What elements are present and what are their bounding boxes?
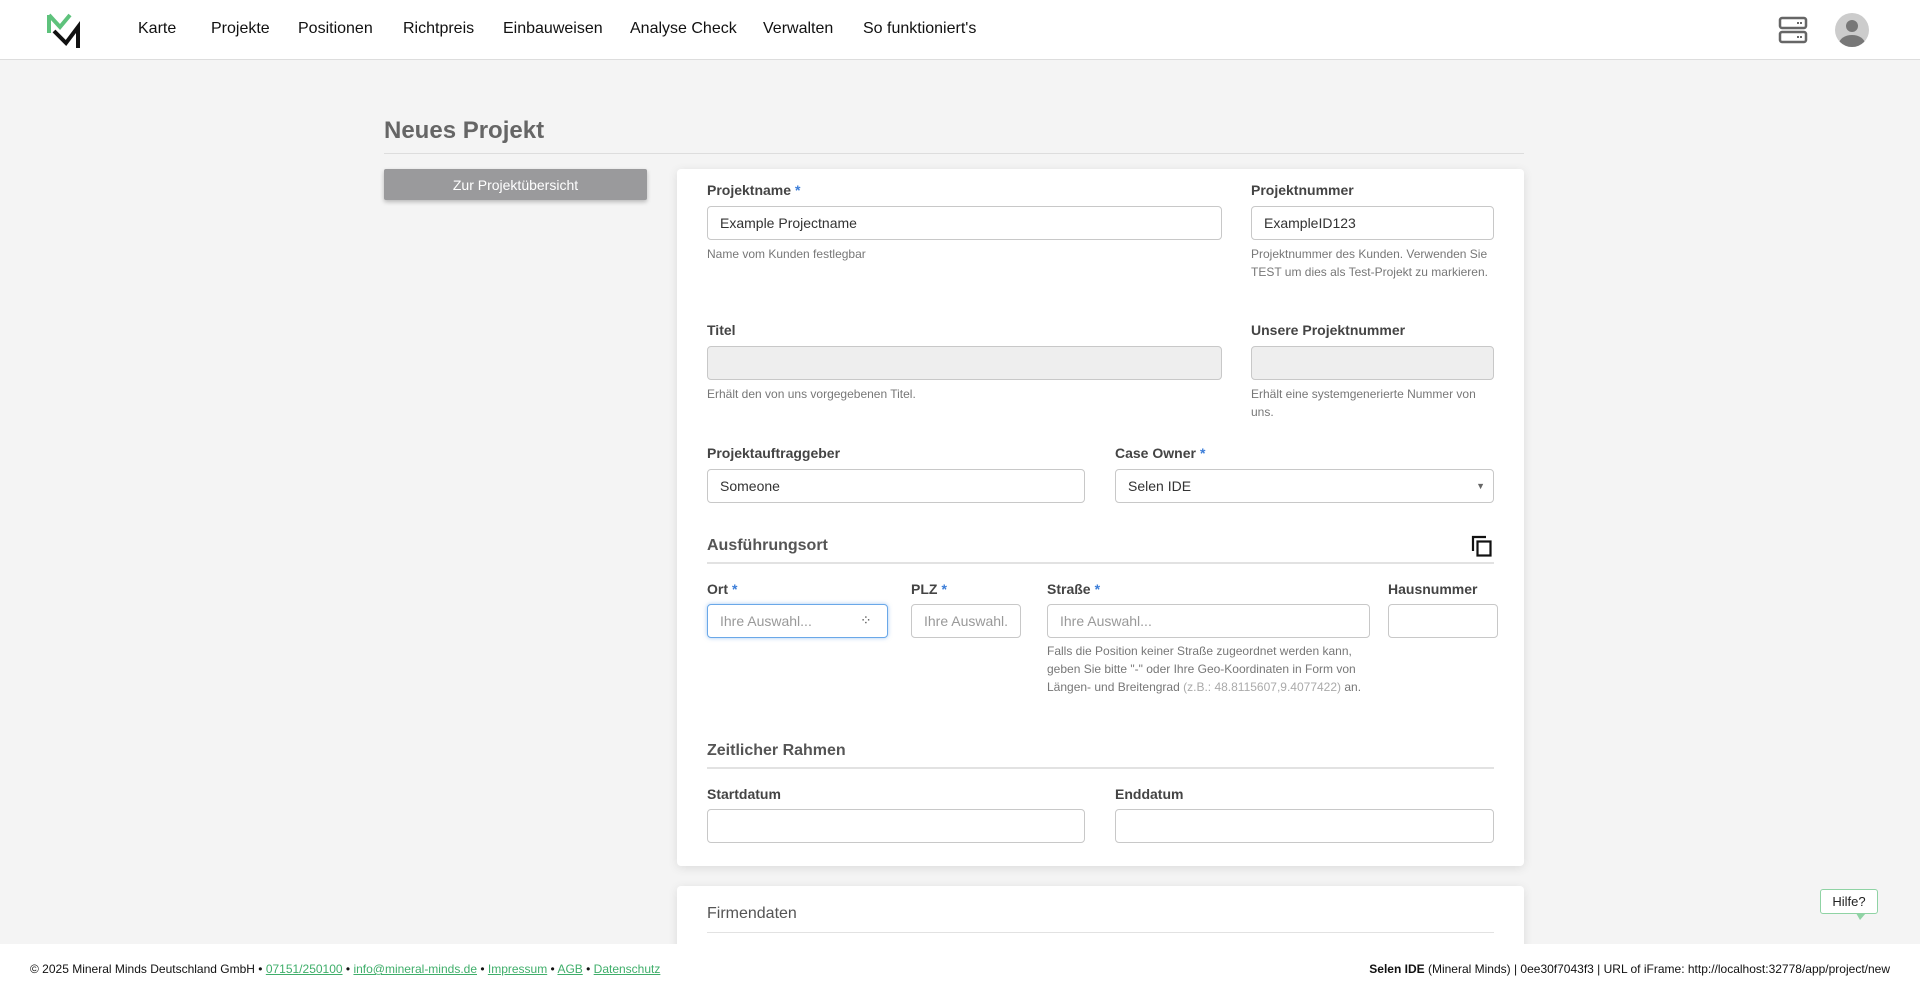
email-link[interactable]: info@mineral-minds.de — [353, 962, 477, 976]
help-button[interactable]: Hilfe? — [1820, 889, 1878, 914]
label-text: Projektname — [707, 182, 792, 198]
mineral-minds-logo[interactable] — [46, 13, 86, 49]
nav-karte[interactable]: Karte — [138, 20, 177, 37]
hint-end: an. — [1341, 680, 1362, 694]
case-owner-select[interactable]: Selen IDE ▼ — [1115, 469, 1494, 503]
loading-spinner-icon: ⁘ — [860, 612, 872, 628]
unsere-projektnummer-hint: Erhält eine systemgenerierte Nummer von … — [1251, 387, 1476, 419]
label-text: PLZ — [911, 581, 938, 597]
projektnummer-label: Projektnummer — [1251, 182, 1354, 198]
unsere-projektnummer-label: Unsere Projektnummer — [1251, 322, 1406, 338]
required-mark: * — [941, 581, 947, 597]
enddatum-label: Enddatum — [1115, 786, 1184, 802]
enddatum-input[interactable] — [1115, 809, 1494, 843]
divider — [384, 153, 1524, 154]
projektnummer-input[interactable] — [1251, 206, 1494, 240]
nav-richtpreis[interactable]: Richtpreis — [403, 20, 475, 37]
required-mark: * — [732, 581, 738, 597]
plz-input[interactable] — [911, 604, 1021, 638]
ort-label: Ort * — [707, 581, 737, 597]
server-icon[interactable] — [1778, 16, 1808, 44]
copyright: © 2025 Mineral Minds Deutschland GmbH • — [30, 962, 266, 976]
projektname-label: Projektname * — [707, 182, 801, 198]
nav-verwalten[interactable]: Verwalten — [763, 20, 834, 37]
nav-projekte[interactable]: Projekte — [211, 20, 270, 37]
firmendaten-heading: Firmendaten — [707, 905, 797, 922]
titel-input — [707, 346, 1222, 380]
datenschutz-link[interactable]: Datenschutz — [593, 962, 661, 976]
zeitlicher-rahmen-heading: Zeitlicher Rahmen — [707, 742, 846, 759]
auftraggeber-input[interactable] — [707, 469, 1085, 503]
projektname-hint: Name vom Kunden festlegbar — [707, 247, 866, 261]
label-text: Case Owner — [1115, 445, 1196, 461]
required-mark: * — [1199, 445, 1206, 461]
strasse-input[interactable] — [1047, 604, 1370, 638]
section-divider — [707, 767, 1494, 769]
footer-right: Selen IDE (Mineral Minds) | 0ee30f7043f3… — [1369, 962, 1890, 976]
plz-label: PLZ * — [911, 581, 947, 597]
label-text: Straße — [1047, 581, 1091, 597]
projektnummer-hint: Projektnummer des Kunden. Verwenden Sie … — [1251, 247, 1488, 279]
ort-input[interactable] — [707, 604, 888, 638]
footer: © 2025 Mineral Minds Deutschland GmbH • … — [0, 944, 1920, 994]
separator: • — [582, 962, 594, 976]
hint-text: Falls die Position keiner Straße zugeord… — [1047, 644, 1356, 694]
nav-so-funktionierts[interactable]: So funktioniert's — [863, 20, 977, 37]
nav-einbauweisen[interactable]: Einbauweisen — [503, 20, 603, 37]
copy-icon[interactable] — [1471, 535, 1493, 557]
startdatum-label: Startdatum — [707, 786, 781, 802]
user-name: Selen IDE — [1369, 962, 1425, 976]
separator: • — [547, 962, 558, 976]
projektname-input[interactable] — [707, 206, 1222, 240]
strasse-label: Straße * — [1047, 581, 1100, 597]
agb-link[interactable]: AGB — [557, 962, 583, 976]
phone-link[interactable]: 07151/250100 — [265, 962, 343, 976]
top-header: Karte Projekte Positionen Richtpreis Ein… — [0, 0, 1920, 60]
section-divider — [707, 932, 1494, 933]
selected-value: Selen IDE — [1128, 478, 1192, 494]
help-bubble-tail — [1856, 913, 1866, 920]
titel-hint: Erhält den von uns vorgegebenen Titel. — [707, 387, 916, 401]
nav-positionen[interactable]: Positionen — [298, 20, 373, 37]
project-form-card — [677, 169, 1524, 866]
titel-label: Titel — [707, 322, 736, 338]
unsere-projektnummer-input — [1251, 346, 1494, 380]
caret-down-icon: ▼ — [1476, 481, 1485, 491]
strasse-hint: Falls die Position keiner Straße zugeord… — [1047, 642, 1367, 696]
label-text: Ort — [707, 581, 728, 597]
nav-analyse-check[interactable]: Analyse Check — [630, 20, 737, 37]
session-info: (Mineral Minds) | 0ee30f7043f3 | URL of … — [1424, 962, 1890, 976]
hausnummer-label: Hausnummer — [1388, 581, 1478, 597]
impressum-link[interactable]: Impressum — [487, 962, 548, 976]
separator: • — [477, 962, 488, 976]
back-to-overview-button[interactable]: Zur Projektübersicht — [384, 169, 647, 200]
required-mark: * — [1094, 581, 1101, 597]
hausnummer-input[interactable] — [1388, 604, 1498, 638]
separator: • — [342, 962, 354, 976]
avatar[interactable] — [1834, 12, 1870, 48]
hint-example: (z.B.: 48.8115607,9.4077422) — [1183, 680, 1342, 694]
ausfuehrungsort-heading: Ausführungsort — [707, 537, 828, 554]
case-owner-label: Case Owner * — [1115, 445, 1205, 461]
required-mark: * — [795, 182, 801, 198]
footer-left: © 2025 Mineral Minds Deutschland GmbH • … — [30, 962, 660, 976]
page-title: Neues Projekt — [384, 117, 545, 144]
section-divider — [707, 562, 1494, 564]
auftraggeber-label: Projektauftraggeber — [707, 445, 841, 461]
startdatum-input[interactable] — [707, 809, 1085, 843]
